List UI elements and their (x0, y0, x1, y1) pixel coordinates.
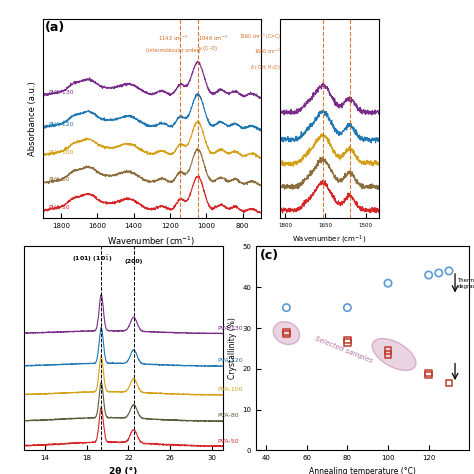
Text: Selected samples: Selected samples (313, 335, 373, 364)
Text: PVA-120: PVA-120 (218, 358, 243, 364)
X-axis label: 2θ (°): 2θ (°) (109, 467, 137, 474)
Text: PVA-100: PVA-100 (218, 387, 243, 392)
Point (344, 304, 351, 311)
Point (445, 379, 453, 387)
Point (384, 279, 392, 287)
Text: PVA-80: PVA-80 (218, 413, 239, 419)
X-axis label: Wavenumber (cm$^{-1}$): Wavenumber (cm$^{-1}$) (108, 235, 196, 248)
Text: (101) (10$\bar{1}$): (101) (10$\bar{1}$) (73, 254, 113, 264)
Text: PVA-120: PVA-120 (48, 122, 74, 128)
Text: PVA-100: PVA-100 (48, 150, 73, 155)
Point (445, 267, 453, 275)
Text: (a): (a) (45, 21, 65, 34)
Ellipse shape (372, 338, 416, 371)
Text: (c): (c) (260, 248, 279, 262)
Point (344, 338, 351, 346)
Text: $\delta$ (-OH, H$_2$O): $\delta$ (-OH, H$_2$O) (250, 63, 281, 72)
Y-axis label: Crystallinity (%): Crystallinity (%) (228, 318, 237, 379)
Point (425, 369, 432, 377)
Point (283, 328, 290, 336)
Point (435, 269, 443, 277)
Point (384, 351, 392, 358)
Point (425, 371, 432, 379)
X-axis label: Annealing temperature (°C): Annealing temperature (°C) (309, 467, 416, 474)
Text: $\nu$ (C-O): $\nu$ (C-O) (198, 44, 218, 53)
Point (384, 346, 392, 354)
Text: (intermolecular order): (intermolecular order) (146, 48, 201, 53)
Text: PVA-50: PVA-50 (48, 205, 70, 210)
Text: (200): (200) (125, 259, 143, 264)
Text: 1660 cm$^{-1}$: 1660 cm$^{-1}$ (254, 47, 281, 56)
Point (344, 337, 351, 344)
Text: 1046 cm$^{-1}$: 1046 cm$^{-1}$ (198, 34, 228, 43)
Text: PVA-130: PVA-130 (48, 90, 74, 95)
Point (425, 271, 432, 279)
Point (283, 304, 290, 311)
Text: 1142 cm$^{-1}$: 1142 cm$^{-1}$ (158, 34, 189, 43)
Text: 1560 cm$^{-1}$ (C=C): 1560 cm$^{-1}$ (C=C) (239, 32, 281, 42)
X-axis label: Wavenumber (cm$^{-1}$): Wavenumber (cm$^{-1}$) (292, 234, 366, 246)
Ellipse shape (273, 322, 300, 345)
Text: PVA-50: PVA-50 (218, 438, 239, 444)
Text: PVA-130: PVA-130 (218, 326, 243, 330)
Point (283, 330, 290, 338)
Text: PVA-80: PVA-80 (48, 177, 70, 182)
Text: Therm
degrada-: Therm degrada- (458, 278, 474, 289)
Y-axis label: Absorbance (a.u.): Absorbance (a.u.) (28, 81, 37, 156)
